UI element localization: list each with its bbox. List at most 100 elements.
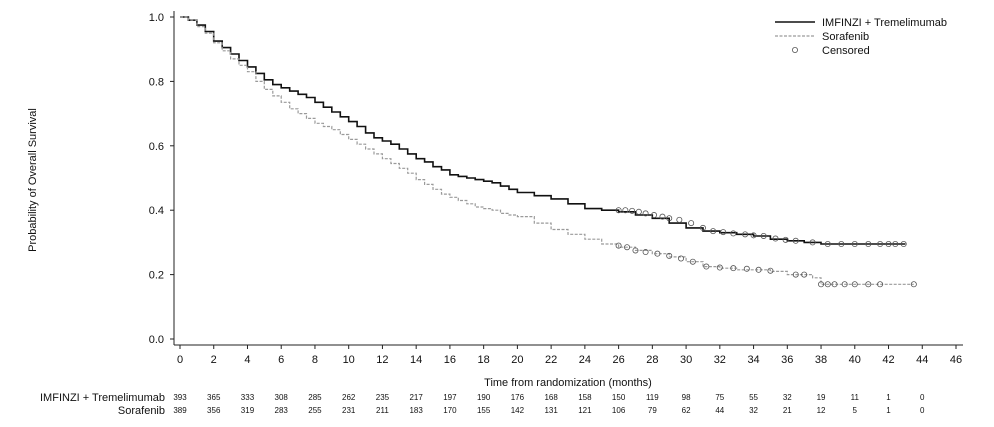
risk-count: 0 [920, 406, 925, 415]
risk-count: 11 [851, 393, 860, 402]
legend-label: Censored [822, 45, 870, 57]
x-tick-label: 42 [882, 354, 894, 366]
censor-marker [710, 228, 717, 235]
sorafenib-curve [180, 16, 914, 285]
risk-count: 32 [749, 406, 758, 415]
x-tick-label: 4 [244, 354, 250, 366]
risk-count: 44 [715, 406, 724, 415]
x-tick-label: 38 [815, 354, 827, 366]
censor-marker [699, 224, 706, 231]
y-tick-label: 0.8 [149, 76, 164, 88]
risk-count: 356 [207, 406, 221, 415]
risk-count: 393 [173, 393, 187, 402]
risk-row-label: Sorafenib [118, 405, 165, 417]
risk-count: 285 [308, 393, 322, 402]
x-tick-label: 30 [680, 354, 692, 366]
censor-marker [688, 220, 695, 227]
censor-markers [615, 207, 917, 288]
censor-marker [654, 250, 661, 257]
x-tick-label: 28 [646, 354, 658, 366]
legend-censor-icon [792, 47, 799, 54]
y-tick-label: 0.6 [149, 141, 164, 153]
x-tick-label: 18 [478, 354, 490, 366]
risk-count: 176 [511, 393, 525, 402]
risk-count: 235 [376, 393, 390, 402]
risk-count: 333 [241, 393, 255, 402]
risk-count: 255 [308, 406, 322, 415]
censor-marker [792, 271, 799, 278]
x-tick-label: 12 [376, 354, 388, 366]
censor-marker [877, 281, 884, 288]
y-axis-title: Probability of Overall Survival [27, 108, 39, 252]
censor-marker [742, 231, 749, 238]
censor-marker [818, 281, 825, 288]
axes: 0 2 4 6 8 10 12 14 16 18 20 22 24 26 28 30 32 34 36 38 40 42 4… [149, 11, 963, 366]
censor-marker [676, 216, 683, 223]
censor-marker [877, 241, 884, 248]
risk-count: 197 [443, 393, 457, 402]
risk-count: 308 [275, 393, 289, 402]
y-tick-label: 1.0 [149, 12, 164, 24]
censor-marker [635, 208, 642, 215]
risk-row-label: IMFINZI + Tremelimumab [40, 392, 165, 404]
censor-marker [689, 258, 696, 265]
censor-marker [755, 266, 762, 273]
risk-count: 365 [207, 393, 221, 402]
risk-count: 19 [817, 393, 826, 402]
risk-count: 389 [173, 406, 187, 415]
censor-marker [824, 241, 831, 248]
censor-marker [615, 242, 622, 249]
censor-marker [651, 212, 658, 219]
risk-table: IMFINZI + Tremelimumab 393 365 333 308 285 262… [40, 392, 925, 417]
censor-marker [809, 239, 816, 246]
x-tick-label: 16 [444, 354, 456, 366]
censor-marker [659, 213, 666, 220]
censor-marker [666, 215, 673, 222]
x-tick-label: 40 [849, 354, 861, 366]
censor-marker [767, 267, 774, 274]
censor-marker [851, 241, 858, 248]
risk-count: 155 [477, 406, 491, 415]
risk-count: 32 [783, 393, 792, 402]
censor-marker [841, 281, 848, 288]
x-tick-label: 32 [714, 354, 726, 366]
censor-marker [730, 265, 737, 272]
x-tick-label: 46 [950, 354, 962, 366]
censor-marker [615, 207, 622, 214]
y-tick-label: 0.2 [149, 270, 164, 282]
censor-marker [900, 241, 907, 248]
risk-count: 98 [682, 393, 691, 402]
censor-marker [772, 235, 779, 242]
legend-label: IMFINZI + Tremelimumab [822, 17, 947, 29]
censor-marker [750, 232, 757, 239]
risk-count: 1 [886, 393, 891, 402]
risk-count: 319 [241, 406, 255, 415]
x-tick-label: 0 [177, 354, 183, 366]
risk-count: 131 [544, 406, 558, 415]
risk-count: 12 [817, 406, 826, 415]
risk-count: 79 [648, 406, 657, 415]
censor-marker [824, 281, 831, 288]
risk-count: 231 [342, 406, 356, 415]
risk-count: 0 [920, 393, 925, 402]
x-tick-label: 2 [211, 354, 217, 366]
risk-count: 170 [443, 406, 457, 415]
censor-marker [624, 244, 631, 251]
censor-marker [720, 229, 727, 236]
censor-marker [666, 252, 673, 259]
risk-count: 121 [578, 406, 592, 415]
risk-count: 21 [783, 406, 792, 415]
risk-count: 5 [853, 406, 858, 415]
risk-count: 262 [342, 393, 356, 402]
x-tick-label: 20 [511, 354, 523, 366]
survival-curves [180, 16, 914, 285]
censor-marker [642, 210, 649, 217]
risk-count: 142 [511, 406, 525, 415]
censor-marker [622, 207, 629, 214]
censor-marker [851, 281, 858, 288]
x-tick-label: 22 [545, 354, 557, 366]
y-tick-label: 0.4 [149, 205, 164, 217]
censor-marker [885, 241, 892, 248]
censor-marker [865, 241, 872, 248]
censor-marker [703, 263, 710, 270]
